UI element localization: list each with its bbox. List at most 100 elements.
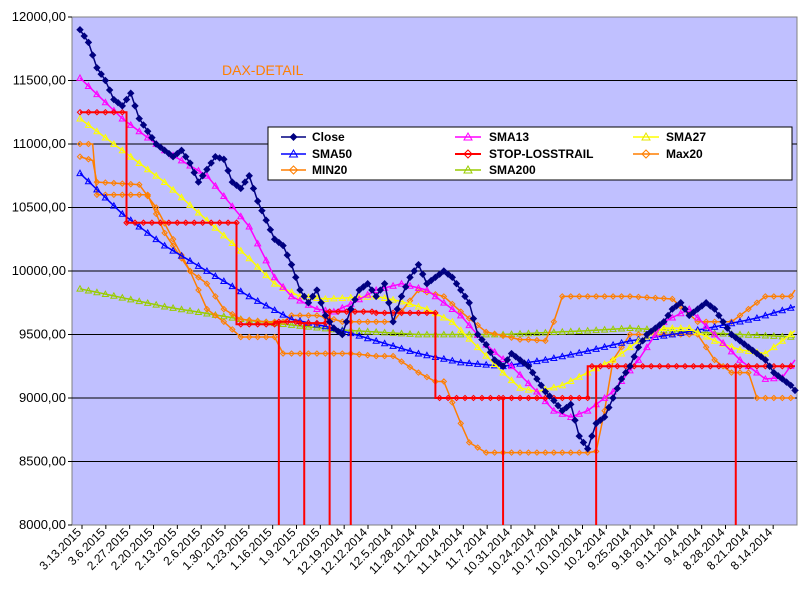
point-sma27 — [423, 305, 431, 312]
point-min20 — [237, 333, 245, 341]
point-min20 — [516, 449, 524, 456]
point-sma200 — [160, 302, 169, 310]
point-stop — [216, 219, 223, 227]
point-sma27 — [448, 317, 457, 325]
point-max20 — [770, 293, 778, 300]
point-stop — [368, 308, 376, 315]
point-sma200 — [126, 295, 135, 303]
point-sma200 — [702, 328, 711, 336]
point-sma200 — [719, 329, 727, 337]
point-sma13 — [423, 286, 431, 293]
point-max20 — [567, 293, 575, 300]
point-close — [664, 311, 672, 320]
point-sma200 — [76, 284, 84, 292]
point-close — [550, 396, 558, 405]
point-stop — [478, 394, 486, 402]
point-sma200 — [456, 330, 465, 338]
point-min20 — [508, 449, 515, 456]
point-close — [744, 343, 753, 351]
point-sma13 — [194, 166, 203, 174]
point-min20 — [110, 191, 118, 199]
point-sma27 — [329, 294, 338, 302]
point-sma200 — [439, 330, 448, 338]
point-stop — [351, 308, 359, 315]
point-close — [778, 375, 787, 383]
point-sma27 — [439, 313, 448, 321]
point-sma200 — [143, 298, 152, 306]
point-stop — [207, 219, 215, 227]
point-sma13 — [76, 73, 84, 81]
point-close — [397, 292, 406, 301]
point-sma13 — [439, 298, 448, 306]
point-close — [368, 286, 376, 294]
point-close — [444, 270, 452, 278]
point-min20 — [330, 350, 338, 357]
series-sma13 — [76, 73, 796, 420]
point-min20 — [474, 444, 481, 451]
point-stop — [647, 362, 655, 370]
point-sma13 — [541, 397, 550, 405]
point-sma50 — [769, 308, 778, 316]
point-max20 — [626, 293, 634, 300]
series-max20 — [76, 153, 796, 345]
point-close — [473, 330, 482, 339]
point-sma13 — [219, 192, 228, 199]
point-sma13 — [736, 355, 744, 363]
point-sma50 — [778, 306, 787, 314]
point-close — [740, 340, 748, 348]
point-min20 — [575, 449, 583, 456]
point-min20 — [322, 350, 329, 357]
point-close — [672, 302, 681, 310]
point-close — [520, 359, 528, 367]
point-close — [512, 353, 520, 361]
point-sma200 — [135, 297, 144, 305]
point-min20 — [245, 333, 253, 341]
point-min20 — [406, 363, 414, 371]
point-stop — [470, 394, 477, 402]
point-close — [588, 432, 596, 440]
point-close — [169, 152, 177, 161]
y-tick-label: 11000,00 — [13, 136, 66, 151]
point-sma50 — [465, 359, 474, 367]
point-min20 — [457, 420, 465, 427]
point-sma50 — [659, 331, 668, 339]
point-min20 — [271, 333, 278, 341]
point-min20 — [254, 333, 261, 341]
point-close — [516, 356, 524, 364]
point-close — [423, 279, 431, 288]
point-max20 — [474, 321, 481, 329]
point-stop — [123, 219, 130, 227]
point-stop — [745, 362, 752, 370]
point-stop — [461, 394, 469, 402]
point-sma13 — [609, 387, 617, 395]
point-close — [393, 305, 402, 313]
point-sma50 — [676, 328, 685, 336]
point-min20 — [567, 449, 575, 456]
point-sma50 — [186, 256, 194, 264]
point-max20 — [499, 332, 507, 340]
point-sma50 — [609, 340, 617, 348]
point-sma13 — [558, 409, 567, 417]
point-close — [347, 305, 355, 313]
point-stop — [102, 108, 109, 116]
point-min20 — [93, 191, 101, 199]
point-max20 — [575, 293, 583, 300]
point-min20 — [584, 449, 591, 456]
point-close — [592, 419, 600, 428]
point-sma13 — [228, 202, 237, 210]
point-stop — [174, 219, 181, 227]
point-sma27 — [219, 231, 228, 239]
point-sma200 — [558, 327, 567, 335]
point-sma13 — [338, 303, 347, 311]
point-close — [241, 178, 249, 186]
point-stop — [664, 362, 672, 370]
point-sma27 — [659, 324, 668, 332]
point-sma200 — [583, 326, 592, 334]
point-sma27 — [685, 324, 694, 332]
point-sma200 — [109, 291, 118, 299]
point-close — [482, 340, 490, 349]
point-sma50 — [566, 350, 575, 358]
point-stop — [533, 394, 541, 402]
point-min20 — [381, 352, 388, 360]
